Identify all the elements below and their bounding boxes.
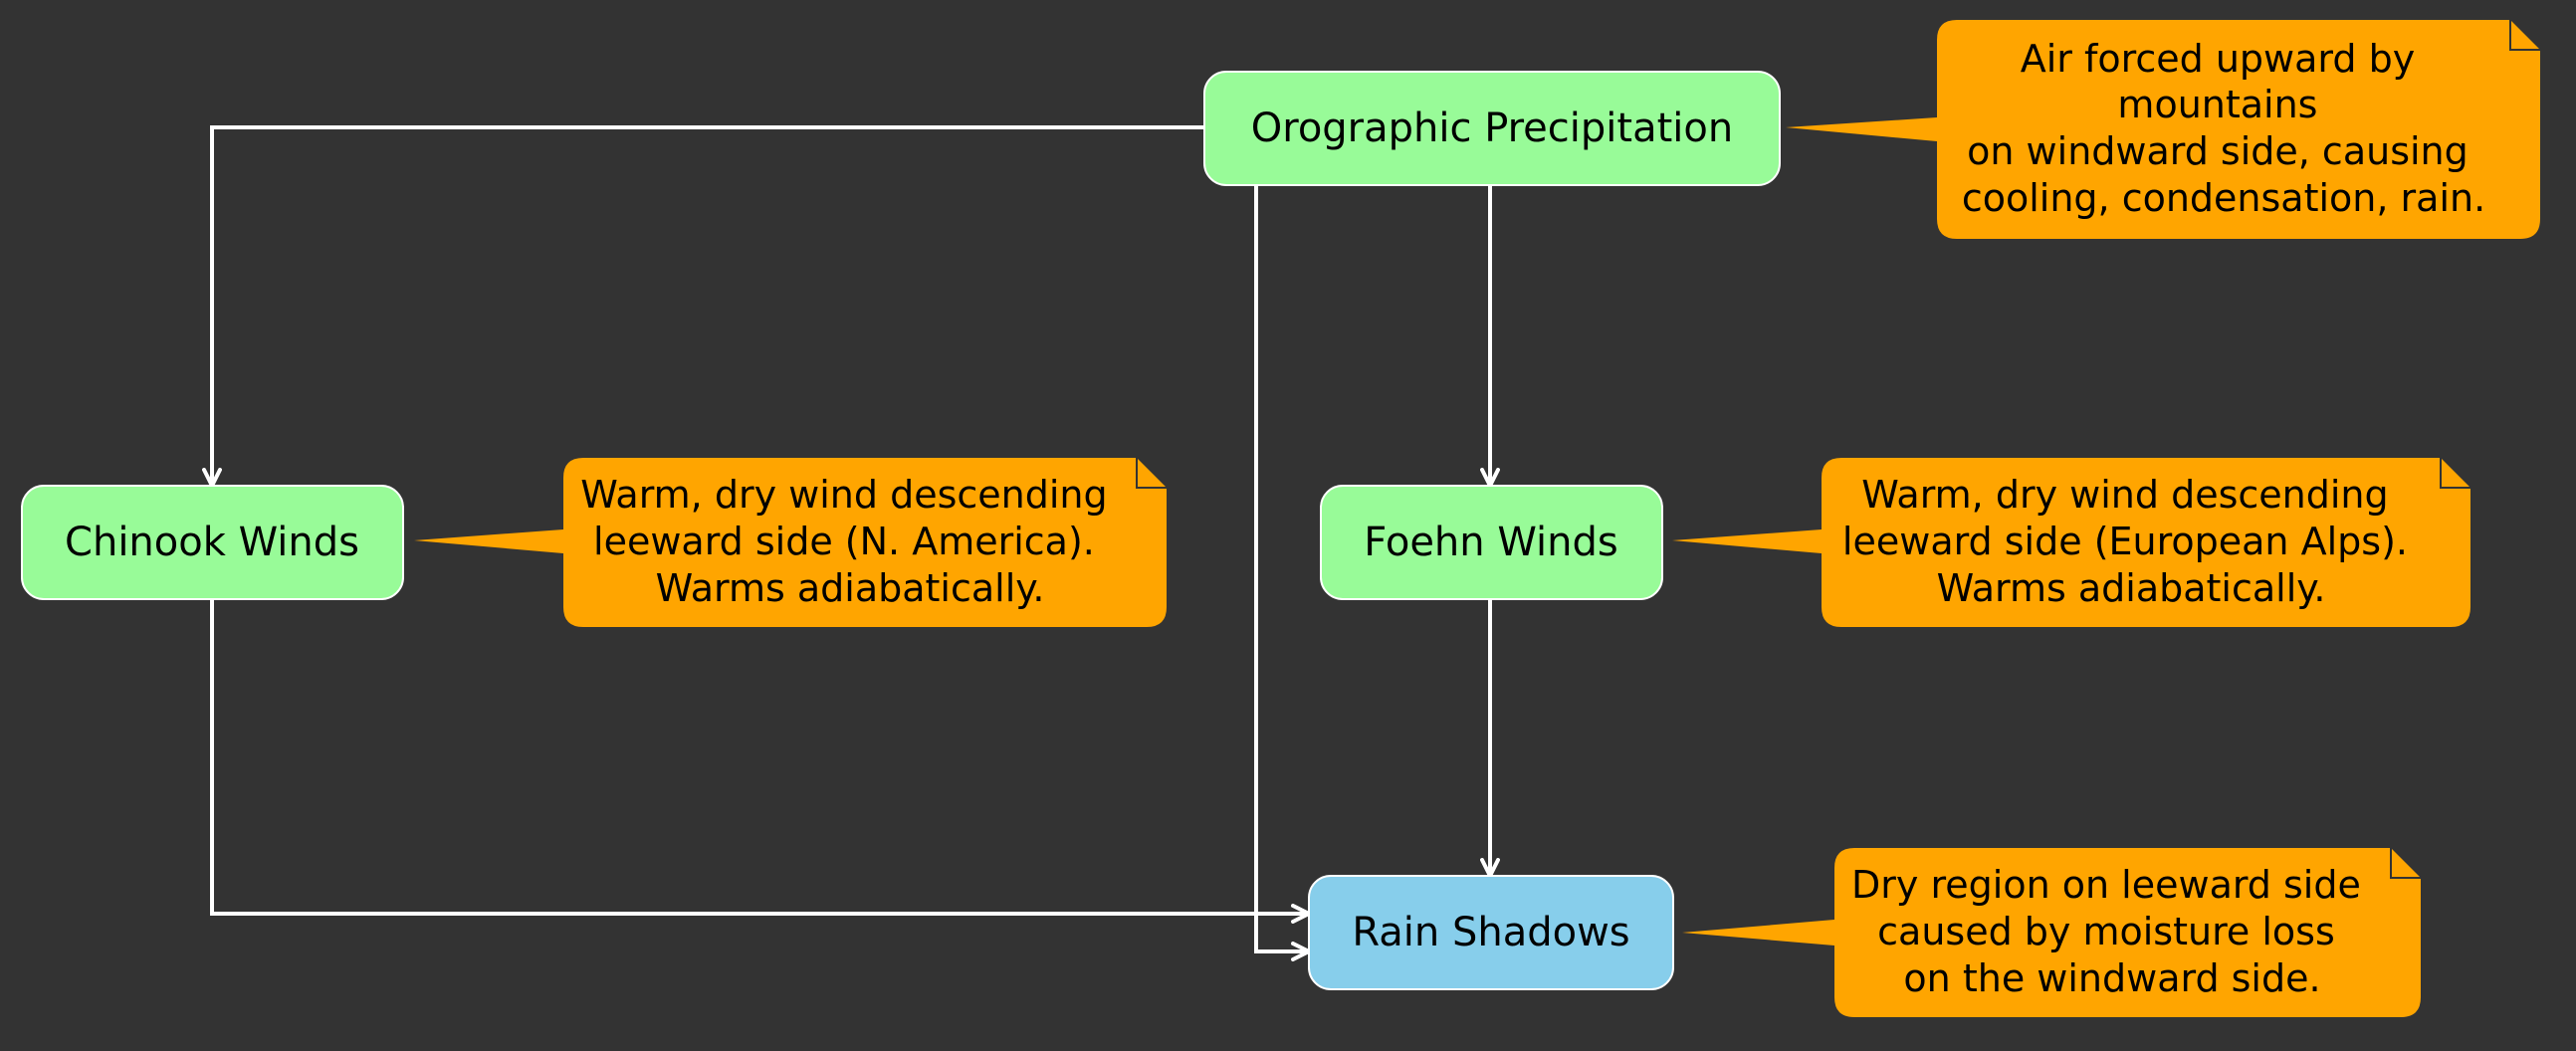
note-pointer-chinook	[414, 529, 563, 553]
note-foehn-text: Warm, dry wind descending leeward side (…	[1842, 473, 2420, 610]
note-chinook-text: Warm, dry wind descending leeward side (…	[580, 473, 1119, 610]
edge-orographic-to-chinook	[202, 125, 1204, 488]
note-orographic-text: Air forced upward by mountains on windwa…	[1962, 37, 2485, 220]
edge-orographic-to-rain-shadows	[1254, 185, 1311, 961]
note-pointer-rain-shadows	[1682, 920, 1834, 946]
edge-chinook-to-rain-shadows	[210, 599, 1311, 924]
node-foehn-label: Foehn Winds	[1364, 520, 1617, 565]
note-pointers	[414, 117, 1937, 946]
node-rain-shadows: Rain Shadows	[1308, 875, 1674, 990]
edges	[202, 125, 1500, 961]
note-pointer-foehn	[1672, 529, 1822, 553]
note-rain-shadows-text: Dry region on leeward side caused by moi…	[1851, 863, 2373, 1000]
note-orographic: Air forced upward by mountains on windwa…	[1937, 20, 2540, 239]
node-chinook-label: Chinook Winds	[65, 520, 359, 565]
note-chinook: Warm, dry wind descending leeward side (…	[563, 458, 1167, 627]
note-pointer-orographic	[1786, 117, 1937, 141]
node-rain-shadows-label: Rain Shadows	[1352, 910, 1629, 955]
note-foehn: Warm, dry wind descending leeward side (…	[1822, 458, 2470, 627]
node-orographic-precipitation: Orographic Precipitation	[1203, 71, 1781, 186]
node-foehn-winds: Foehn Winds	[1320, 485, 1663, 600]
node-orographic-label: Orographic Precipitation	[1251, 105, 1733, 151]
note-rain-shadows: Dry region on leeward side caused by moi…	[1834, 848, 2421, 1017]
node-chinook-winds: Chinook Winds	[21, 485, 404, 600]
